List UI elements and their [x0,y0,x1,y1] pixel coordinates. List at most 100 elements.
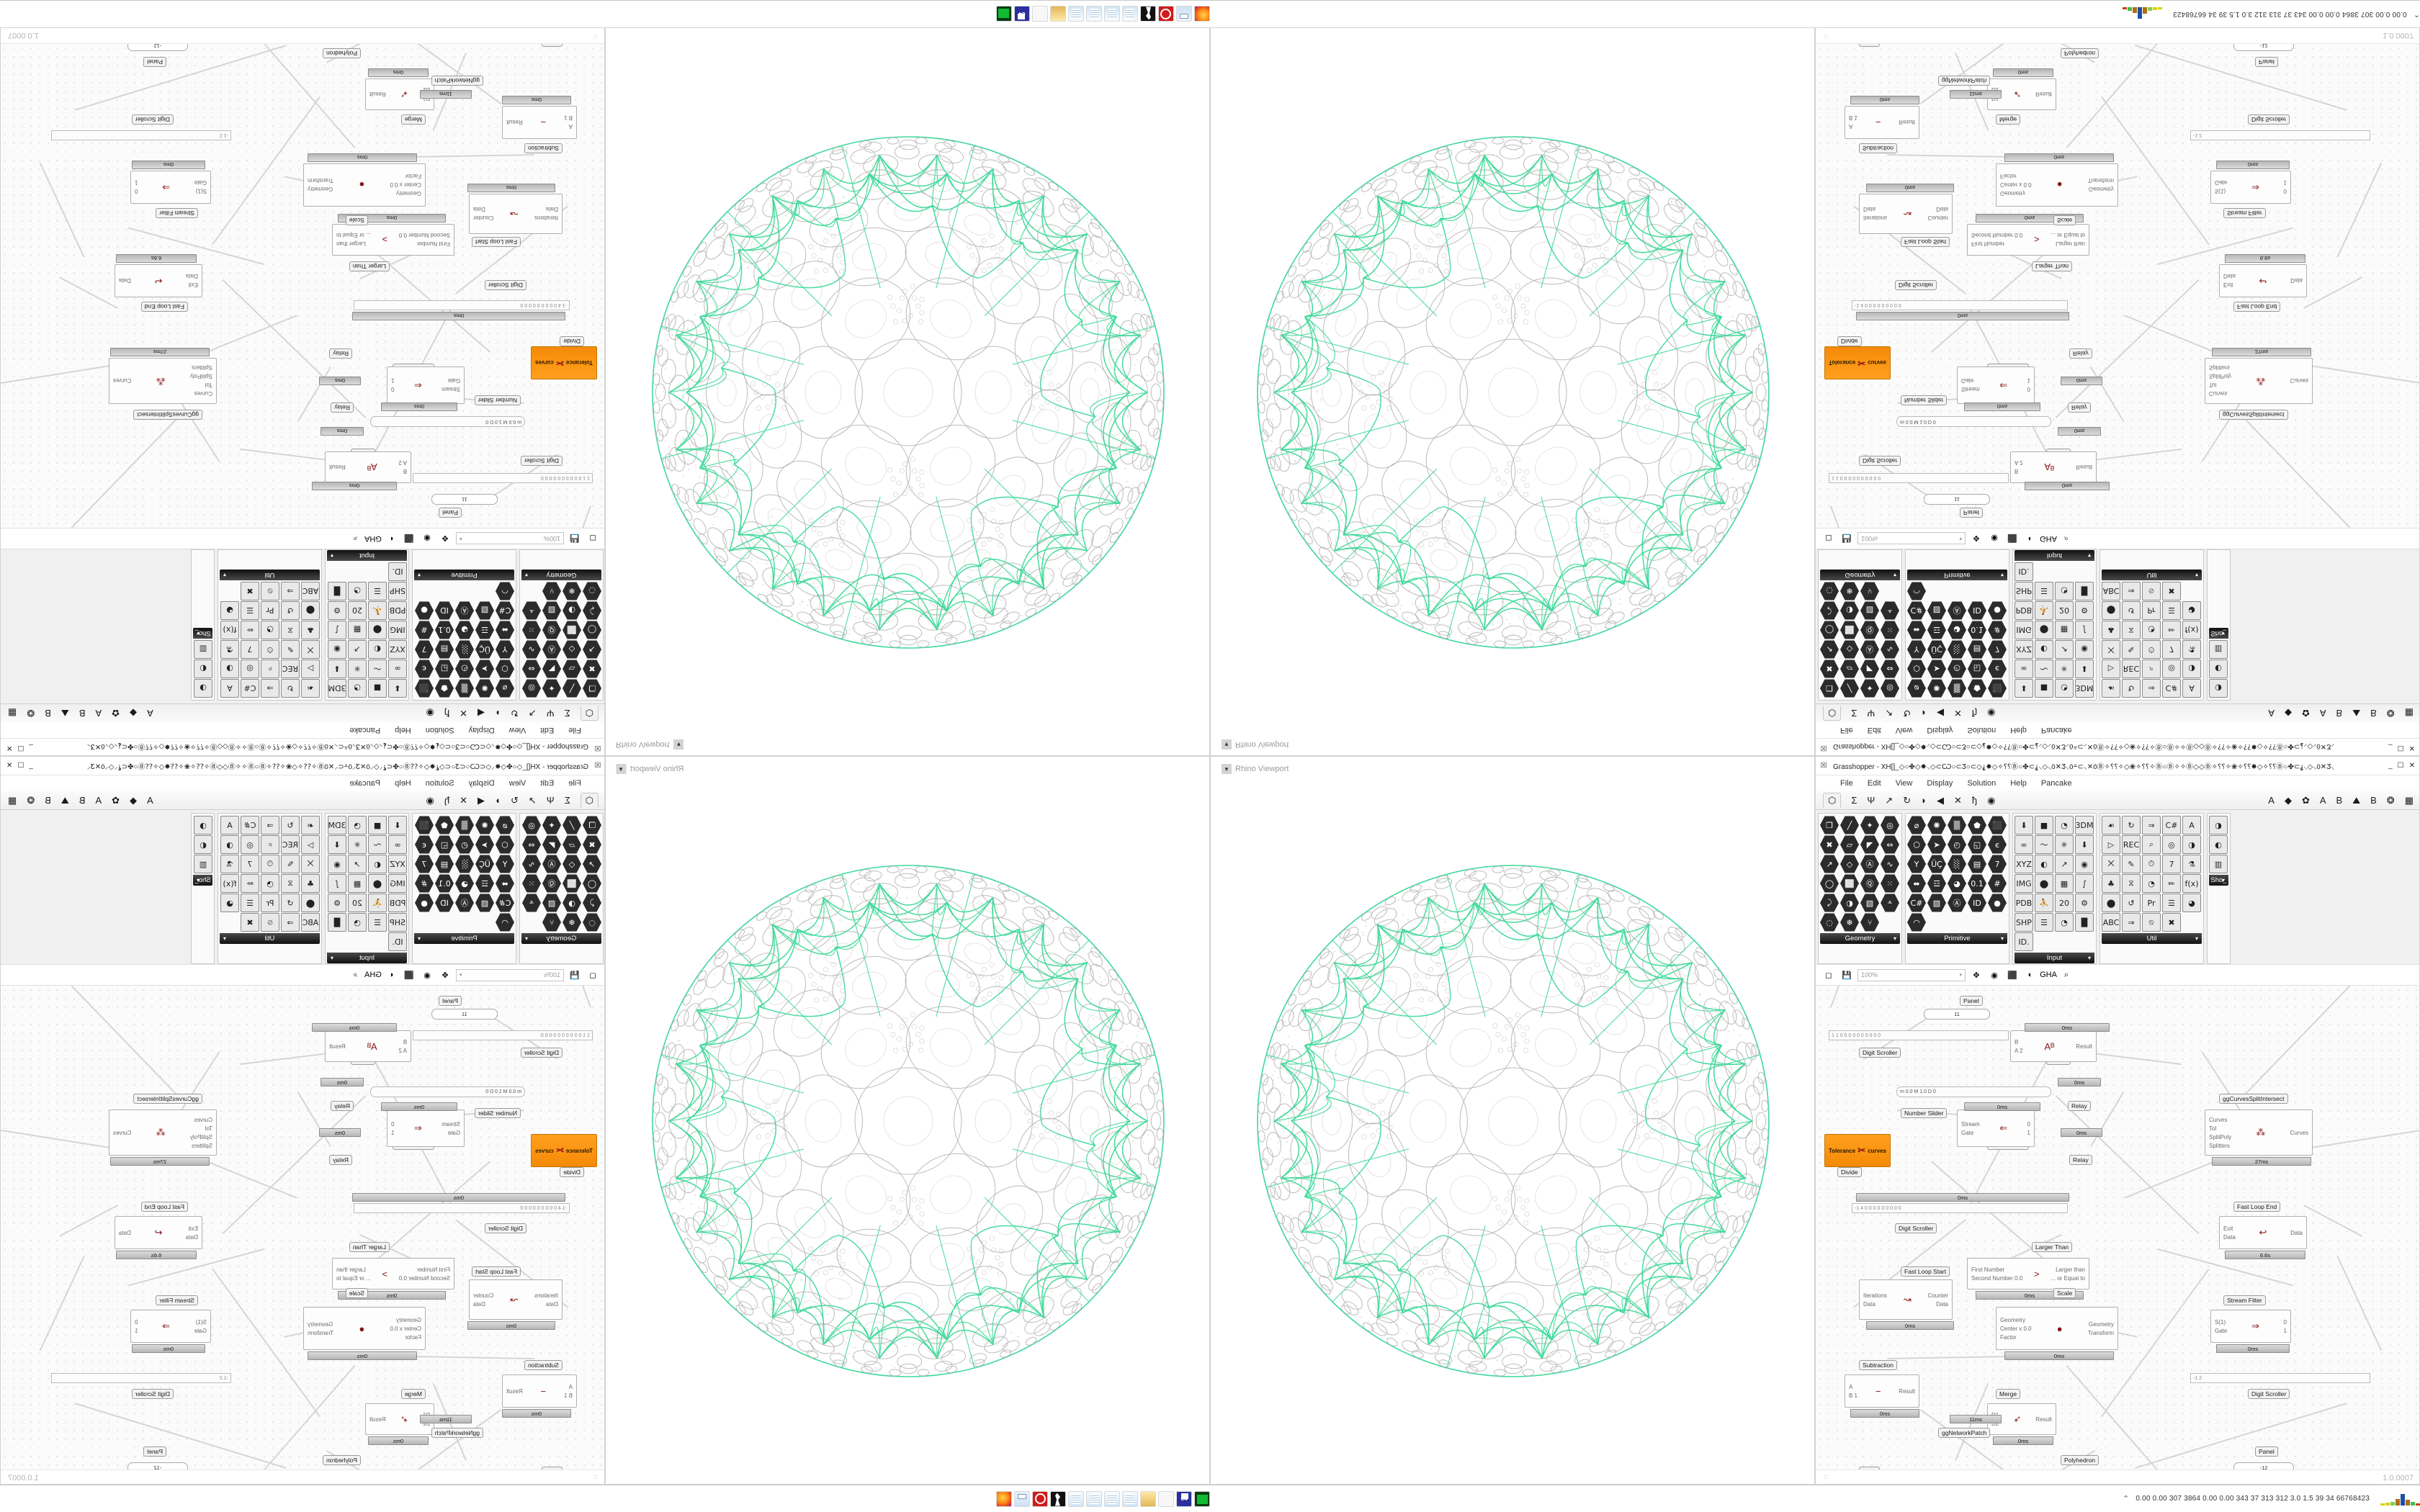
mesh-icon[interactable]: ⬡ [1907,660,1926,678]
knot-icon[interactable]: є [1988,835,2007,854]
curve-icon[interactable]: ⤸ [1820,894,1839,912]
node-label-scale[interactable]: Scale [2053,215,2076,225]
doc-icon[interactable]: ▧ [1927,894,1946,912]
arrow2-icon[interactable]: ⇒ [281,913,300,932]
node-label-relay[interactable]: Relay [2068,1101,2091,1111]
branch-icon[interactable]: Υ [496,640,514,659]
abc2-icon[interactable]: ABC [2102,913,2120,932]
node-label-digit-scroller[interactable]: Digit Scroller [1895,1223,1937,1233]
runner-icon[interactable]: ⛹ [368,894,387,912]
palette-icon[interactable]: ◕ [2182,894,2201,912]
terminal-icon[interactable] [996,6,1012,22]
panel-value[interactable]: 11 [431,1009,498,1020]
xyz-icon[interactable]: XYZ [388,640,407,659]
calculator-icon[interactable] [1014,1491,1030,1507]
palette-panel-label[interactable]: Input [327,953,407,963]
xyz-icon[interactable]: XYZ [388,855,407,873]
input-ports[interactable]: BA 2 [398,460,407,475]
output-ports[interactable]: Counter Data [1928,1292,1948,1308]
digit-scroller-field[interactable]: -1 4 0 0 0 0 0 0 0 0 0 [1852,300,2068,310]
pr-icon[interactable]: Pr [2142,601,2161,620]
node-label-divide[interactable]: Divide [560,336,584,346]
num-icon[interactable]: 0.1 [435,621,454,639]
toggle-icon[interactable]: ◐ [368,640,387,659]
profiler-button[interactable]: ◐ [384,968,398,982]
box-icon[interactable]: ❐ [1820,816,1839,834]
viewport-label-top-left[interactable]: Rhino Viewport ▼ [616,739,684,750]
rainbow-icon[interactable]: █ [2075,913,2094,932]
ribbon-tab-icon-6[interactable]: ◀ [1937,796,1944,805]
ribbon-tab-right-icon-0[interactable]: A [2268,796,2275,805]
play-icon[interactable]: ▷ [2102,660,2120,678]
close-window-icon[interactable]: ✕ [6,762,12,770]
abc-icon[interactable]: Ⓐ [1860,640,1879,659]
hatch-icon[interactable]: ░ [1948,640,1966,659]
ribbon-tab-icon-2[interactable]: Ψ [547,708,555,718]
ribbon-tab-icon-1[interactable]: Σ [565,796,570,805]
node-label-number-slider[interactable]: Number Slider [1901,395,1947,405]
gh-component[interactable]: S(1) Gate ⇒ 0 1 [130,171,211,204]
node-label-relay[interactable]: Relay [2069,348,2092,359]
menu-item-solution[interactable]: Solution [426,779,454,788]
drop-icon[interactable]: ◕ [1948,874,1966,893]
line-icon[interactable]: ╱ [563,679,581,698]
input-ports[interactable]: Curves Tol SplitPoly Splitters [2209,365,2231,397]
zoom-level-input[interactable]: 100% [1857,969,1966,981]
gh-component[interactable]: Curves Tol SplitPoly Splitters ⁂ Curves [2205,358,2313,404]
star-icon[interactable]: ✦ [1860,816,1879,834]
play-icon[interactable]: ▷ [2102,835,2120,854]
pink-graph-icon[interactable]: ↗ [2055,855,2074,873]
fold-icon[interactable]: ◤ [542,835,561,854]
open-file-button[interactable]: ◻ [586,968,600,982]
spiral2-icon[interactable]: ◎ [241,660,259,678]
star-icon[interactable]: ✦ [1860,679,1879,698]
disc-icon[interactable]: ◌ [1820,582,1839,600]
ellipse-icon[interactable]: ⌀ [1907,816,1926,834]
img-icon[interactable]: IMG [2015,621,2033,639]
graph-icon[interactable]: ☲ [1927,621,1946,639]
gh-component[interactable]: Iterations Data ↝ Counter Data [469,1279,563,1320]
plane-icon[interactable]: ▱ [563,835,581,854]
abc2-icon[interactable]: ABC [301,913,320,932]
pencil-icon[interactable]: ✎ [281,640,300,659]
chevron-down-icon[interactable]: ▼ [1221,739,1232,750]
node-label-fast-loop-end[interactable]: Fast Loop End [141,1202,188,1212]
input-ports[interactable]: AB 1 [564,115,573,130]
ribbon-tab-icon-4[interactable]: ↻ [1903,796,1911,805]
curve-graph-icon[interactable]: ∫ [328,621,346,639]
loop-icon[interactable]: ↻ [281,679,300,698]
pink-graph-icon[interactable]: ↗ [348,855,367,873]
palette-panel-label[interactable]: Geometry [1820,933,1900,944]
refresh-icon[interactable]: ↺ [2122,894,2141,912]
import-icon[interactable]: ⬇ [388,816,407,834]
ribbon-tab-right-icon-3[interactable]: A [2320,708,2326,718]
graphmapper-icon[interactable]: 〜 [368,835,387,854]
viewport-canvas[interactable] [1211,757,1815,1485]
calculator-icon[interactable] [1176,6,1192,22]
xyz-icon[interactable]: XYZ [2015,640,2033,659]
close-icon[interactable]: ☒ [1819,762,1829,770]
output-ports[interactable]: Result [329,464,346,471]
gh-component[interactable]: AB 1− Result [1845,106,1919,139]
gh-canvas-bottom-left[interactable]: Panel 11 Digit Scroller 1 1 0 0 0 0 0 0 0 0… [1,986,605,1470]
ribbon-tab-right-icon-1[interactable]: ◆ [2285,796,2292,805]
menu-item-help[interactable]: Help [395,726,411,734]
gear-icon[interactable]: ⚙ [328,601,346,620]
notepad-icon-1[interactable] [1068,1491,1084,1507]
search-button[interactable]: ⌕ [2059,531,2074,546]
split-icon[interactable]: ⬌ [1907,621,1926,639]
ribbon-tab-right-icon-4[interactable]: B [79,796,86,805]
cylinder-icon[interactable]: ⬜ [563,621,581,639]
circle-icon[interactable]: ◯ [1820,621,1839,639]
arrow-mesh-icon[interactable]: ➤ [475,835,494,854]
gear-icon[interactable]: ⚙ [328,894,346,912]
node-label-larger-than[interactable]: Larger Than [2032,1242,2072,1252]
drop-icon[interactable]: ◕ [455,874,474,893]
input-ports[interactable]: BA 2 [398,1039,407,1054]
save-icon[interactable]: ▤ [435,855,454,873]
cylinder-icon[interactable]: ⬜ [1840,621,1859,639]
disc-icon[interactable]: ◌ [583,913,601,932]
magnet-icon[interactable]: ⸛ [522,601,541,620]
gh-component[interactable]: Exit Data ↩ Data [115,264,202,297]
palette-panel-label[interactable]: Geometry [1820,570,1900,580]
